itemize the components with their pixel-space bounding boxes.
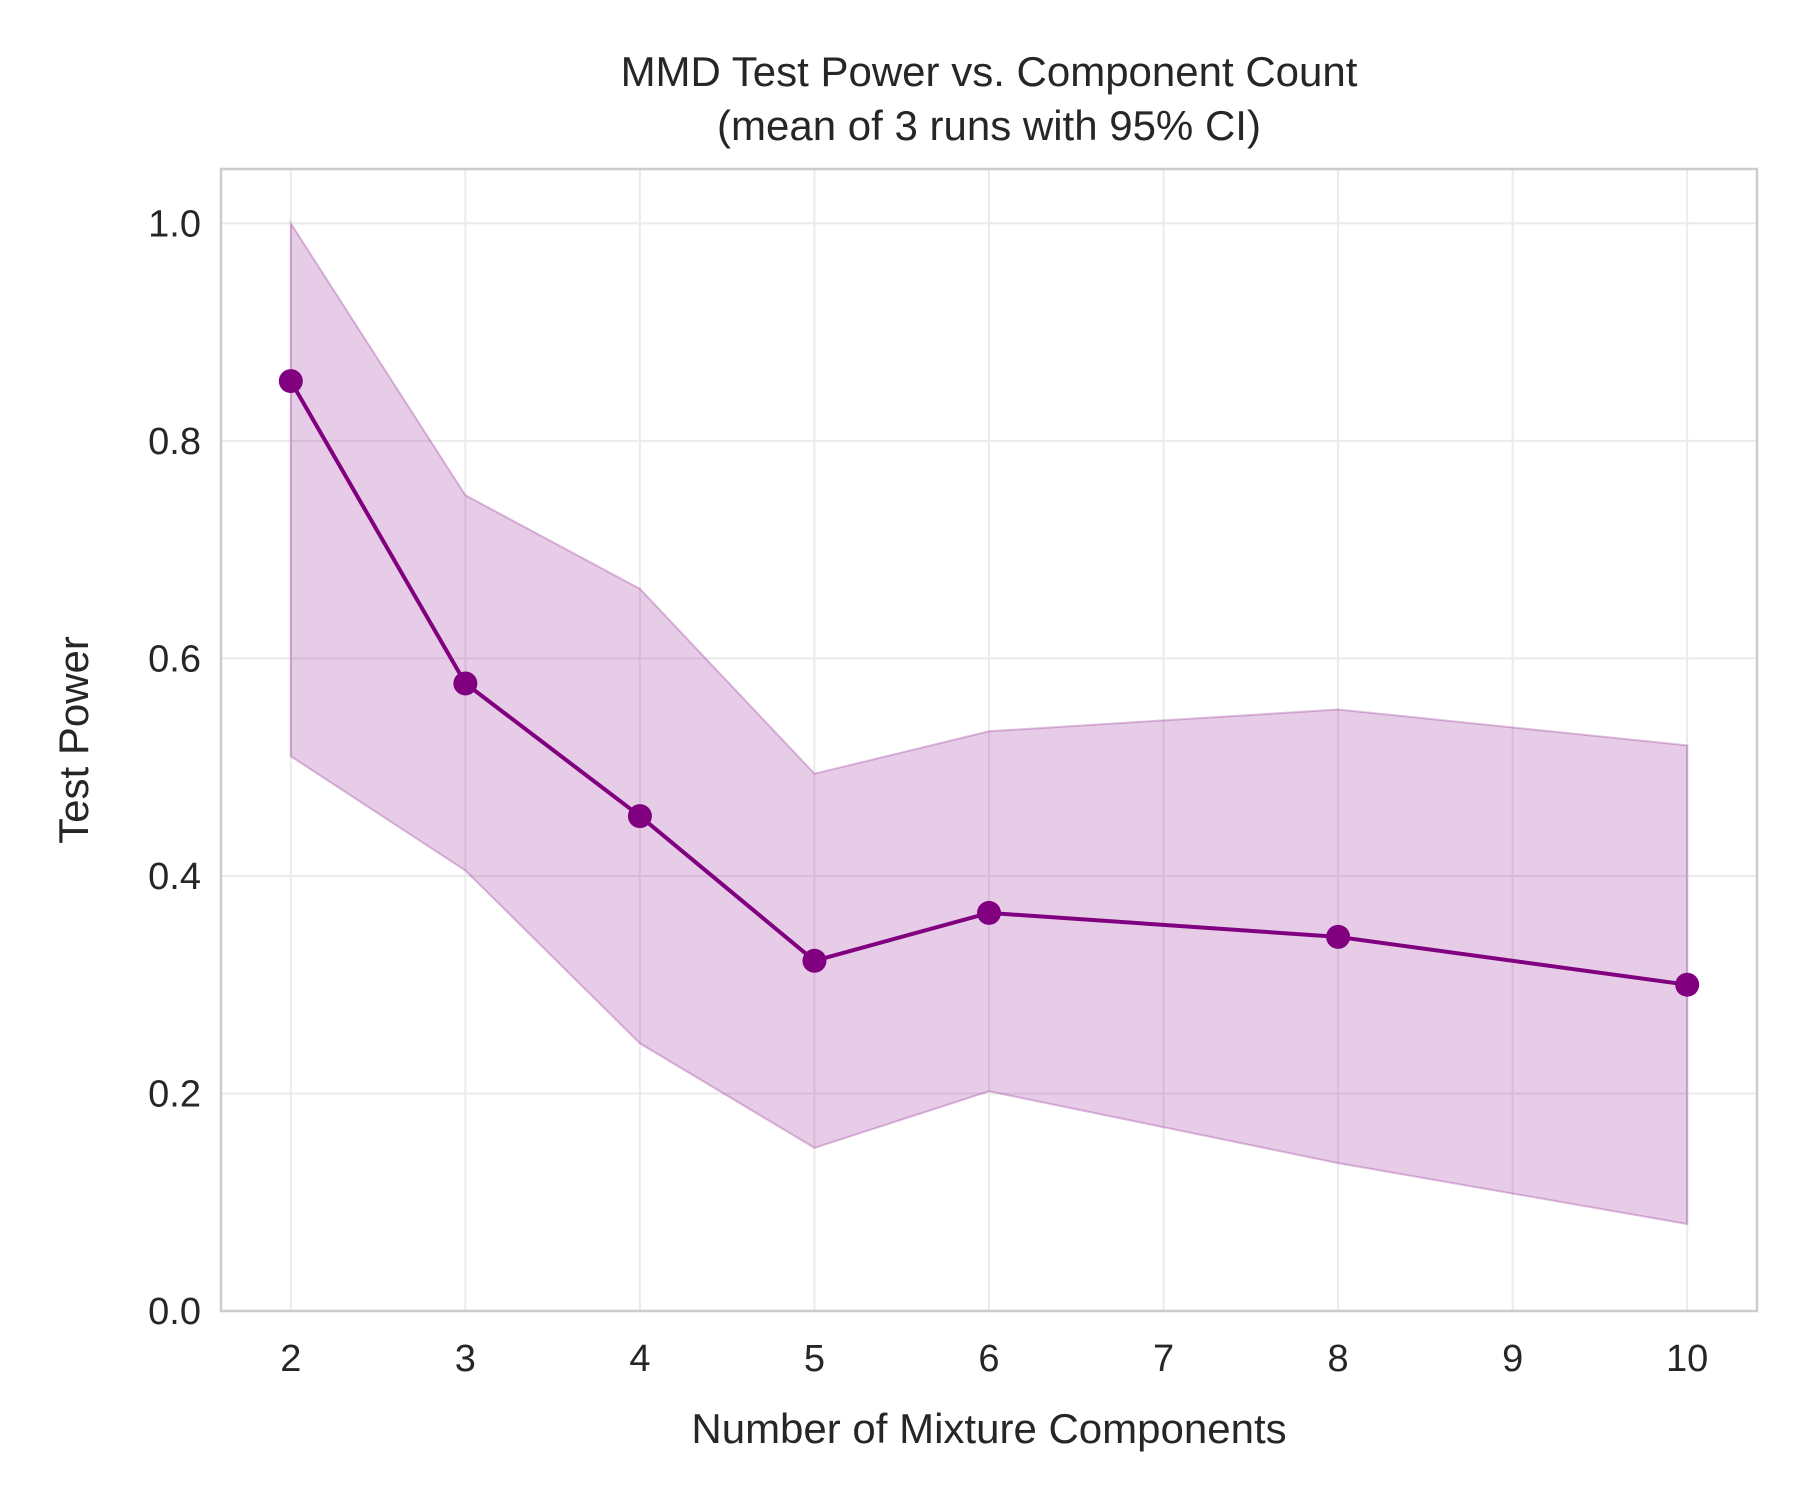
x-tick-label: 8 bbox=[1328, 1338, 1349, 1380]
x-tick-label: 10 bbox=[1666, 1338, 1708, 1380]
data-point bbox=[1675, 972, 1700, 997]
x-tick-label: 6 bbox=[978, 1338, 999, 1380]
x-tick-label: 2 bbox=[280, 1338, 301, 1380]
data-point bbox=[627, 804, 652, 829]
chart-title: MMD Test Power vs. Component Count bbox=[621, 48, 1358, 95]
data-point bbox=[977, 900, 1001, 925]
data-point bbox=[802, 948, 827, 973]
x-tick-labels: 2 3 4 5 6 7 8 9 10 bbox=[280, 1338, 1708, 1380]
x-axis-label: Number of Mixture Components bbox=[691, 1405, 1286, 1452]
x-tick-label: 5 bbox=[804, 1338, 825, 1380]
plot-frame bbox=[219, 167, 1759, 1313]
y-tick-label: 0.6 bbox=[148, 638, 201, 680]
x-tick-label: 4 bbox=[629, 1338, 650, 1380]
x-tick-label: 3 bbox=[455, 1338, 476, 1380]
data-point bbox=[278, 369, 303, 394]
series-points-layer bbox=[278, 369, 1700, 997]
y-tick-labels: 0.0 0.2 0.4 0.6 0.8 1.0 bbox=[148, 203, 201, 1333]
ci-band-layer bbox=[289, 219, 1689, 1226]
ci-band bbox=[289, 219, 1689, 1226]
y-axis-label: Test Power bbox=[50, 636, 97, 844]
y-tick-label: 0.8 bbox=[148, 421, 201, 463]
y-tick-label: 1.0 bbox=[148, 203, 201, 245]
data-point bbox=[1326, 924, 1351, 949]
y-tick-label: 0.2 bbox=[148, 1073, 201, 1115]
y-tick-label: 0.4 bbox=[148, 856, 201, 898]
data-point bbox=[453, 671, 478, 696]
y-tick-label: 0.0 bbox=[148, 1291, 201, 1333]
chart-subtitle: (mean of 3 runs with 95% CI) bbox=[717, 102, 1261, 149]
x-tick-label: 9 bbox=[1502, 1338, 1523, 1380]
x-tick-label: 7 bbox=[1153, 1338, 1174, 1380]
